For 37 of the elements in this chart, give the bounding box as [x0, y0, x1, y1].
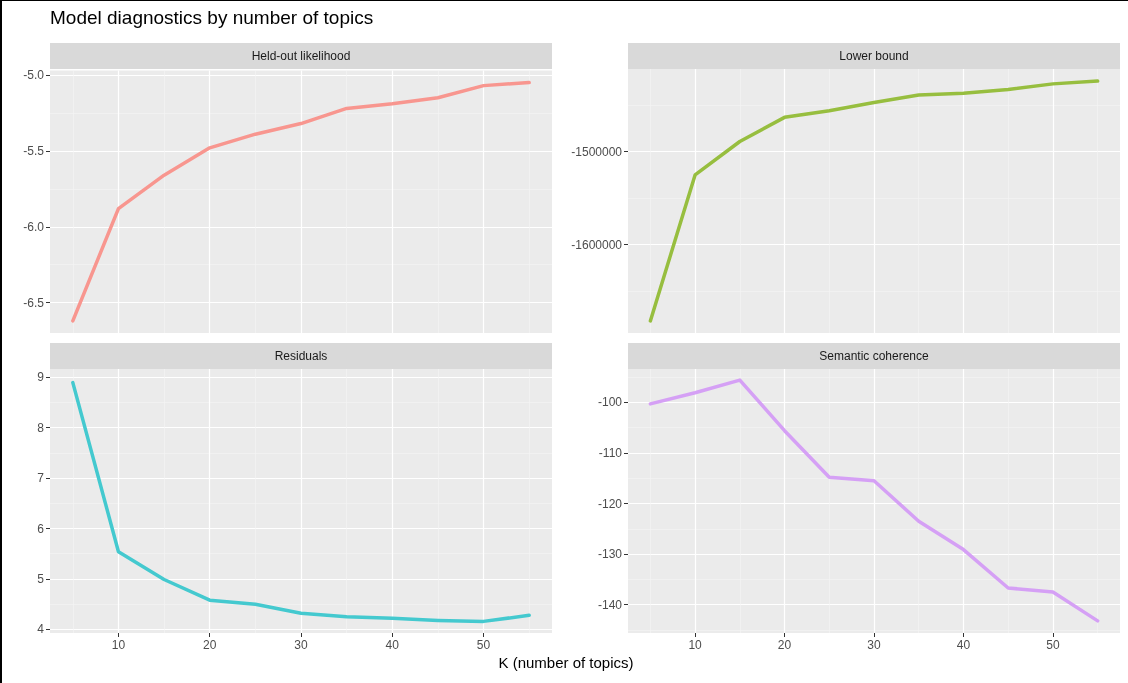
x-tick-label: 50	[476, 638, 491, 652]
x-tick-label: 30	[867, 638, 881, 652]
y-tick-label: 8	[37, 420, 45, 435]
y-tick-label: -6.5	[23, 295, 45, 310]
chart-title: Held-out likelihood	[50, 43, 552, 69]
x-axis-title: K (number of topics)	[497, 654, 635, 671]
y-tick-label: -5.0	[23, 68, 45, 82]
y-tick-label: 6	[37, 521, 45, 536]
x-tick-label: 40	[956, 638, 971, 652]
chart-title: Lower bound	[628, 43, 1120, 69]
y-tick-label: -6.0	[23, 219, 45, 234]
y-tick-label: -1600000	[571, 237, 623, 252]
x-tick-label: 10	[111, 638, 126, 652]
y-tick-label: -5.5	[23, 143, 45, 158]
line-series	[648, 378, 1100, 623]
chart-title: Semantic coherence	[628, 343, 1120, 369]
y-tick-label: -110	[598, 445, 623, 460]
chart-title: Residuals	[50, 343, 552, 369]
x-tick-label: 50	[1046, 638, 1060, 652]
y-tick-label: -100	[597, 395, 623, 410]
x-tick-label: 10	[688, 638, 703, 652]
y-tick-label: 9	[37, 370, 45, 385]
x-tick-label: 30	[294, 638, 308, 652]
y-tick-label: -130	[597, 547, 623, 562]
y-tick-label: 7	[37, 471, 45, 486]
line-series	[71, 80, 531, 323]
y-tick-label: -140	[597, 597, 623, 612]
x-tick-label: 20	[203, 638, 217, 652]
line-series	[71, 380, 531, 624]
text: Model diagnostics by number of topics	[50, 7, 374, 29]
x-tick-label: 40	[385, 638, 400, 652]
y-tick-label: 4	[37, 622, 45, 637]
y-tick-label: -1500000	[571, 144, 623, 159]
x-tick-label: 20	[777, 638, 792, 652]
y-tick-label: 5	[37, 571, 45, 586]
y-tick-label: -120	[597, 496, 623, 511]
line-series	[648, 79, 1100, 323]
